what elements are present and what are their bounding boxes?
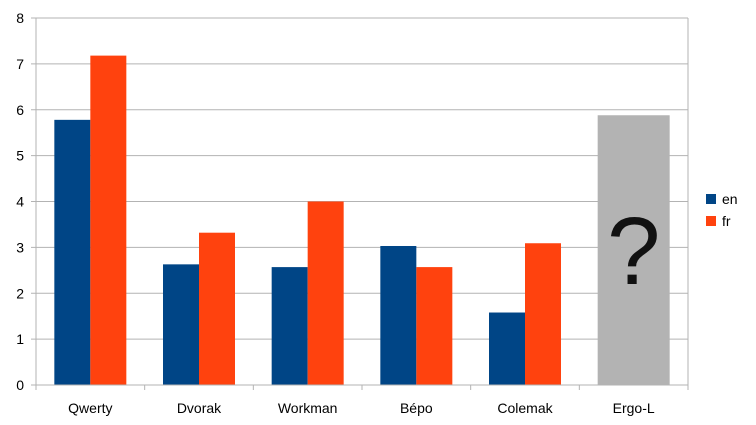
bar-fr-colemak (525, 243, 561, 385)
bar-en-bépo (380, 245, 417, 385)
bar-fr-workman (307, 201, 344, 385)
unknown-value-label: ? (607, 198, 660, 305)
y-tick-label: 2 (16, 285, 24, 301)
legend-label-en: en (722, 191, 738, 207)
legend-swatch-fr (706, 216, 716, 226)
x-tick-label: Ergo-L (613, 400, 655, 416)
y-tick-label: 7 (16, 56, 24, 72)
bar-fr-bépo (416, 267, 453, 385)
y-tick-label: 1 (16, 331, 24, 347)
bar-ergo-l-unknown (597, 115, 670, 385)
gridlines (36, 17, 688, 386)
x-tick-label: Workman (278, 400, 338, 416)
unknown-bar-group: ? (597, 115, 670, 385)
bar-en-workman (271, 267, 308, 385)
x-tick-label: Dvorak (177, 400, 222, 416)
bar-fr-dvorak (199, 232, 235, 385)
x-tick-label: Qwerty (68, 400, 112, 416)
y-tick-label: 0 (16, 377, 24, 393)
y-tick-label: 3 (16, 239, 24, 255)
x-axis-ticks: Qwerty Dvorak Workman Bépo Colemak Ergo-L (35, 385, 689, 416)
y-tick-label: 4 (16, 194, 24, 210)
y-tick-label: 8 (16, 10, 24, 26)
bar-en-colemak (489, 312, 525, 385)
legend-swatch-en (706, 194, 716, 204)
x-tick-label: Colemak (497, 400, 553, 416)
legend: en fr (706, 191, 738, 229)
legend-label-fr: fr (722, 213, 731, 229)
bar-en-dvorak (163, 264, 199, 385)
y-tick-label: 6 (16, 102, 24, 118)
x-tick-label: Bépo (400, 400, 433, 416)
y-tick-label: 5 (16, 148, 24, 164)
bars (54, 55, 561, 386)
bar-fr-qwerty (90, 55, 127, 386)
bar-en-qwerty (54, 119, 91, 385)
y-axis-ticks: 0 1 2 3 4 5 6 7 8 (16, 10, 36, 393)
